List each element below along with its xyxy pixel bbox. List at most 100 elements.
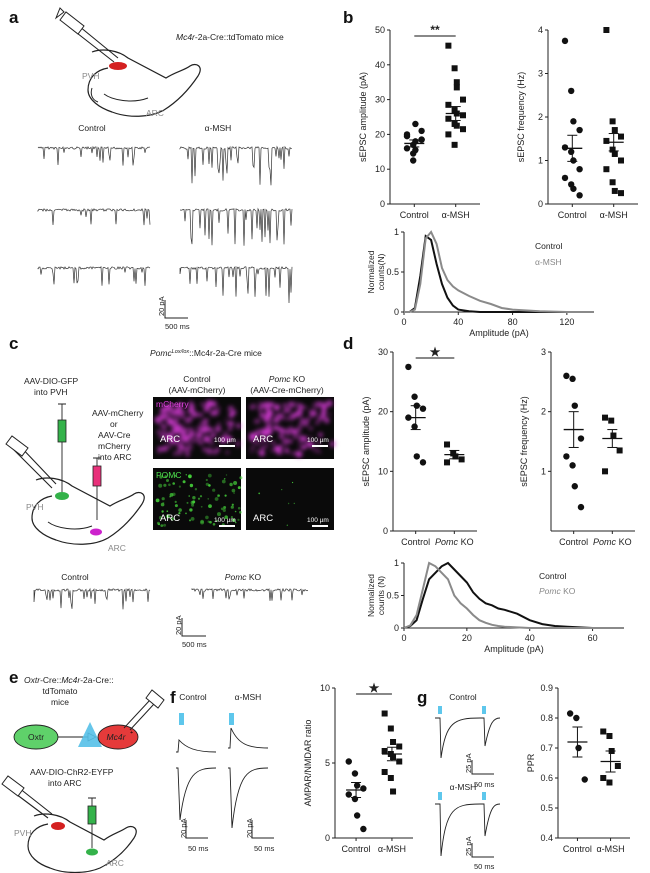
data-point-control — [418, 127, 425, 135]
svg-text:AAV-mCherry: AAV-mCherry — [92, 408, 144, 418]
fluorescence-spot — [237, 486, 241, 490]
fluorescence-spot — [250, 450, 253, 454]
x-axis-label: Amplitude (pA) — [469, 328, 529, 338]
fluorescence-spot — [185, 474, 187, 476]
fluorescence-spot — [233, 492, 235, 494]
series-line-control — [404, 234, 594, 313]
fluorescence-spot — [293, 502, 295, 505]
data-point-treat — [618, 133, 624, 140]
fluorescence-spot — [326, 400, 333, 407]
chart-b-amplitude: 0 10 20 30 40 50 Control α-MSH sEPSC amplitude (… — [358, 23, 480, 220]
y-tick-label: 0.5 — [540, 803, 553, 813]
fluorescence-spot — [223, 431, 228, 436]
fluorescence-spot — [169, 493, 174, 497]
data-point-treat — [445, 42, 452, 49]
fluorescence-spot — [174, 410, 179, 415]
data-point-control — [411, 423, 418, 430]
fluorescence-spot — [254, 440, 260, 446]
fluorescence-spot — [174, 504, 178, 508]
fluorescence-spot — [214, 497, 219, 501]
fluorescence-spot — [253, 418, 260, 424]
panel-e-label: e — [9, 668, 18, 687]
fluorescence-spot — [300, 418, 306, 423]
svg-text:into ARC: into ARC — [48, 778, 82, 788]
x-tick-label: 0 — [401, 633, 406, 643]
fluorescence-spot — [203, 419, 208, 425]
fluorescence-spot — [160, 423, 167, 430]
svg-text:20 pA: 20 pA — [174, 615, 183, 635]
y-tick-label: 5 — [325, 758, 330, 768]
fluorescence-spot — [172, 421, 179, 428]
y-tick-label: 0.8 — [540, 713, 553, 723]
chart-g-ppr: 0.4 0.5 0.6 0.7 0.8 0.9 Control α-MSH PPR — [526, 683, 630, 854]
fluorescence-spot — [174, 500, 177, 503]
fluorescence-spot — [220, 507, 224, 511]
svg-text:into ARC: into ARC — [98, 452, 132, 462]
fluorescence-spot — [169, 495, 171, 498]
panel-g-traces — [435, 706, 501, 857]
fluorescence-spot — [269, 429, 273, 433]
fluorescence-spot — [174, 474, 177, 477]
fluorescence-spot — [229, 482, 233, 487]
x-tick-label: 0 — [401, 317, 406, 327]
svg-text:20 pA: 20 pA — [179, 818, 188, 838]
fluorescence-spot — [178, 485, 181, 488]
data-point-treat — [444, 459, 451, 466]
fluorescence-spot — [160, 502, 165, 507]
data-point-treat — [453, 122, 460, 129]
data-point-treat — [451, 141, 458, 148]
data-point-control — [419, 405, 427, 412]
data-point-treat — [390, 754, 397, 760]
fluorescence-spot — [271, 402, 276, 407]
y-tick-label: 0 — [380, 199, 385, 209]
light-pulse-icon — [179, 713, 184, 725]
fluorescence-spot — [272, 425, 278, 431]
fluorescence-spot — [196, 438, 202, 444]
data-point-treat — [387, 775, 394, 781]
data-point-control — [561, 174, 569, 182]
fluorescence-spot — [259, 441, 262, 444]
fluorescence-spot — [198, 429, 202, 432]
svg-text:20 pA: 20 pA — [245, 818, 254, 838]
fluorescence-spot — [237, 518, 240, 522]
fluorescence-spot — [157, 430, 161, 434]
fluorescence-spot — [283, 442, 289, 447]
fluorescence-spot — [192, 412, 197, 418]
fluorescence-spot — [320, 410, 327, 416]
y-tick-label: 0.5 — [386, 591, 399, 601]
fluorescence-spot — [215, 447, 220, 453]
trace-control — [37, 265, 151, 286]
fluorescence-spot — [270, 449, 273, 452]
svg-text:tdTomato: tdTomato — [43, 686, 78, 696]
fluorescence-spot — [166, 510, 169, 512]
x-tick-label: Pomc KO — [593, 537, 632, 547]
fluorescence-spot — [162, 433, 165, 437]
fluorescence-spot — [161, 497, 165, 501]
data-point-control — [411, 393, 418, 400]
fluorescence-spot — [166, 514, 170, 519]
fluorescence-spot — [161, 510, 164, 513]
panel-c-label: c — [9, 334, 18, 353]
y-axis-label: sEPSC frequency (Hz) — [516, 72, 526, 163]
fluorescence-spot — [237, 506, 241, 510]
y-tick-label: 20 — [378, 407, 388, 417]
b-legend-treat: α-MSH — [535, 257, 562, 267]
fluorescence-spot — [188, 401, 194, 406]
fluorescence-spot — [229, 406, 232, 409]
fluorescence-spot — [163, 523, 167, 527]
svg-text:ARC: ARC — [160, 434, 180, 445]
fluorescence-spot — [170, 517, 174, 521]
fluorescence-spot — [209, 520, 212, 524]
data-point-treat — [381, 769, 388, 775]
fluorescence-spot — [168, 445, 173, 449]
fluorescence-spot — [177, 435, 185, 443]
fluorescence-spot — [200, 520, 205, 525]
fluorescence-spot — [216, 406, 221, 411]
fluorescence-spot — [197, 497, 201, 500]
fluorescence-spot — [222, 508, 226, 512]
arc-label: ARC — [146, 108, 164, 118]
fluorescence-spot — [199, 426, 203, 430]
data-point-treat — [609, 146, 616, 153]
data-point-control — [576, 166, 583, 173]
